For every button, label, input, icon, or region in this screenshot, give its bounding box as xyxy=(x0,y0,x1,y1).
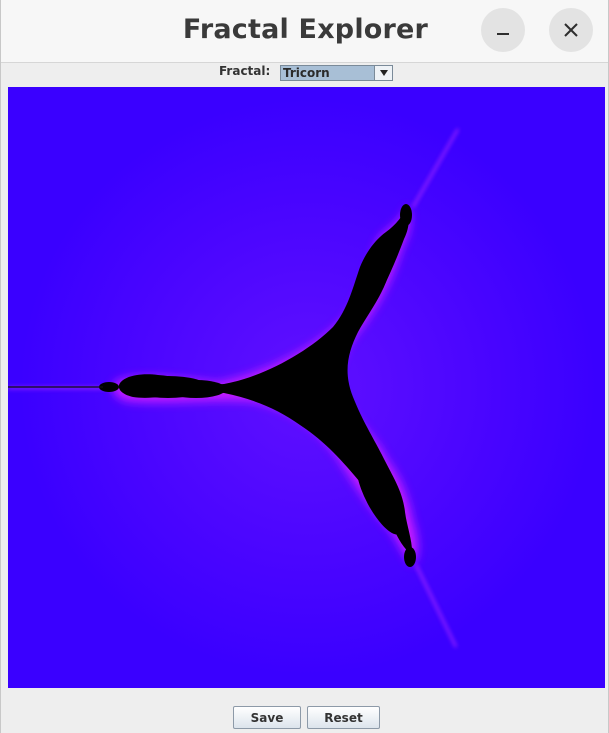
fractal-select-arrow[interactable] xyxy=(374,66,392,80)
fractal-canvas[interactable] xyxy=(8,87,605,688)
save-button[interactable]: Save xyxy=(233,706,301,729)
chevron-down-icon xyxy=(379,70,388,76)
fractal-toolbar: Fractal: Tricorn xyxy=(1,63,608,87)
close-icon xyxy=(564,23,578,37)
fractal-select-value: Tricorn xyxy=(283,66,330,80)
window-title: Fractal Explorer xyxy=(182,14,429,45)
fractal-image xyxy=(8,87,605,688)
fractal-select[interactable]: Tricorn xyxy=(280,65,393,81)
reset-button[interactable]: Reset xyxy=(307,706,380,729)
close-button[interactable] xyxy=(549,8,593,52)
fractal-label: Fractal: xyxy=(219,64,271,78)
minimize-button[interactable] xyxy=(481,8,525,52)
button-bar: Save Reset xyxy=(1,688,608,733)
minimize-icon xyxy=(497,33,509,35)
title-bar[interactable]: Fractal Explorer xyxy=(1,0,608,63)
